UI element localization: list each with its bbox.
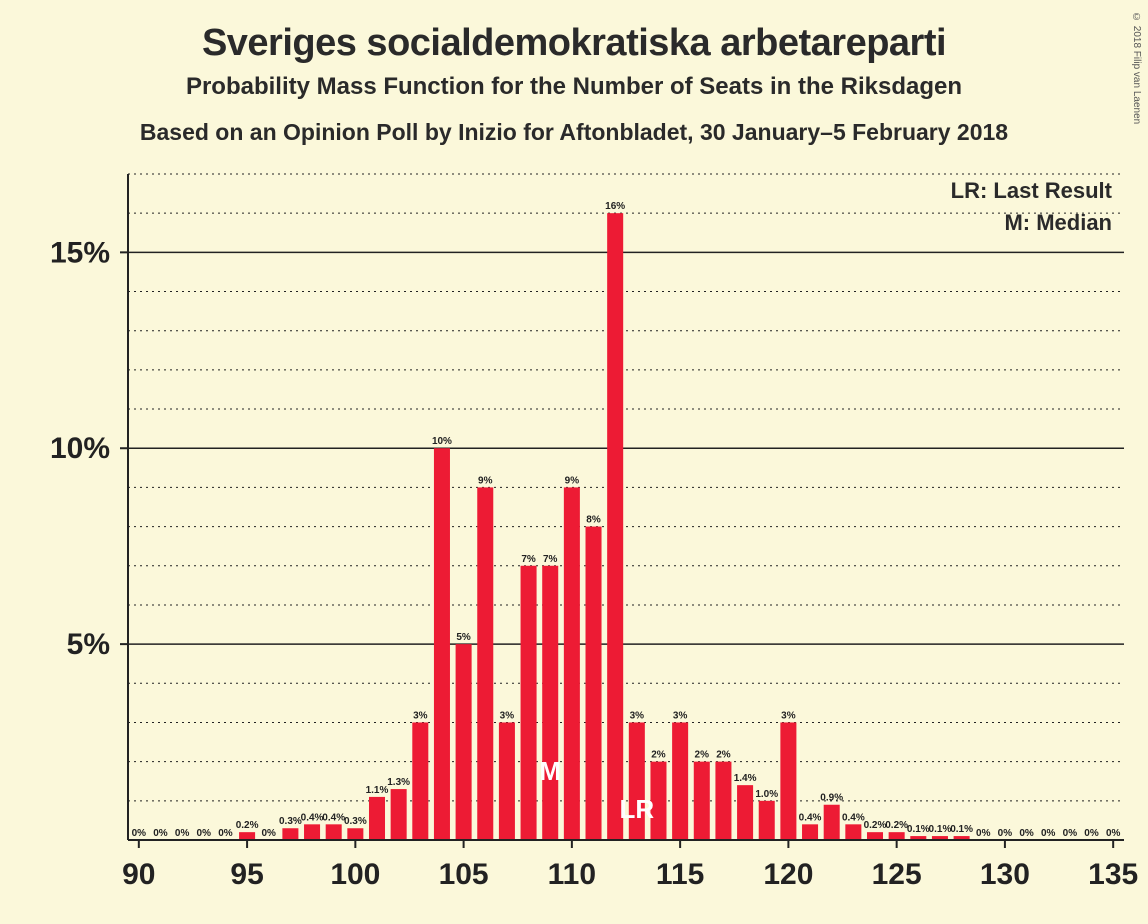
bar-label-104: 10% (432, 436, 452, 447)
bar-124 (867, 832, 883, 840)
bar-label-124: 0.2% (864, 820, 887, 831)
bar-label-113: 3% (630, 710, 645, 721)
bar-104 (434, 448, 450, 840)
bar-123 (845, 824, 861, 840)
bar-label-92: 0% (175, 828, 190, 839)
bar-label-91: 0% (153, 828, 168, 839)
bar-119 (759, 801, 775, 840)
svg-text:95: 95 (230, 858, 263, 891)
bar-label-128: 0.1% (950, 824, 973, 835)
svg-text:135: 135 (1088, 858, 1138, 891)
bar-116 (694, 762, 710, 840)
bar-label-93: 0% (197, 828, 212, 839)
bar-label-121: 0.4% (799, 812, 822, 823)
bar-label-118: 1.4% (734, 773, 757, 784)
bar-label-97: 0.3% (279, 816, 302, 827)
bar-110 (564, 487, 580, 840)
bar-label-111: 8% (586, 515, 601, 526)
bar-label-132: 0% (1041, 828, 1056, 839)
bar-label-110: 9% (565, 475, 580, 486)
svg-text:125: 125 (872, 858, 922, 891)
bar-115 (672, 722, 688, 840)
bar-label-116: 2% (695, 750, 710, 761)
bar-label-90: 0% (132, 828, 147, 839)
bar-label-94: 0% (218, 828, 233, 839)
bar-99 (326, 824, 342, 840)
annotation-m: M (539, 756, 561, 786)
bar-120 (780, 722, 796, 840)
svg-text:100: 100 (330, 858, 380, 891)
bar-103 (412, 722, 428, 840)
bar-label-95: 0.2% (236, 820, 259, 831)
bar-108 (521, 566, 537, 840)
bar-label-134: 0% (1084, 828, 1099, 839)
bar-label-103: 3% (413, 710, 428, 721)
bar-label-114: 2% (651, 750, 666, 761)
bar-95 (239, 832, 255, 840)
bar-118 (737, 785, 753, 840)
bar-label-99: 0.4% (322, 812, 345, 823)
svg-text:120: 120 (763, 858, 813, 891)
svg-text:110: 110 (548, 858, 596, 891)
bar-label-108: 7% (521, 554, 536, 565)
bar-102 (391, 789, 407, 840)
bar-label-96: 0% (262, 828, 277, 839)
svg-text:115: 115 (656, 858, 704, 891)
bar-112 (607, 213, 623, 840)
bar-label-109: 7% (543, 554, 558, 565)
pmf-bar-chart: 5%10%15%0%0%0%0%0%0.2%0%0.3%0.4%0.4%0.3%… (0, 0, 1148, 924)
bar-label-100: 0.3% (344, 816, 367, 827)
svg-text:10%: 10% (50, 432, 110, 465)
bar-label-105: 5% (456, 632, 471, 643)
bar-97 (282, 828, 298, 840)
bar-label-106: 9% (478, 475, 493, 486)
bar-109 (542, 566, 558, 840)
bar-107 (499, 722, 515, 840)
bar-117 (715, 762, 731, 840)
bar-121 (802, 824, 818, 840)
bar-98 (304, 824, 320, 840)
bar-label-122: 0.9% (820, 793, 843, 804)
bar-label-126: 0.1% (907, 824, 930, 835)
bar-111 (586, 527, 602, 840)
bar-label-129: 0% (976, 828, 991, 839)
bar-label-107: 3% (500, 710, 515, 721)
svg-text:105: 105 (439, 858, 489, 891)
annotation-lr: LR (619, 794, 654, 824)
svg-text:90: 90 (122, 858, 155, 891)
bar-label-102: 1.3% (387, 777, 410, 788)
bar-101 (369, 797, 385, 840)
bar-label-130: 0% (998, 828, 1013, 839)
bar-label-112: 16% (605, 201, 625, 212)
bar-label-127: 0.1% (929, 824, 952, 835)
svg-text:130: 130 (980, 858, 1030, 891)
bar-label-115: 3% (673, 710, 688, 721)
bar-label-123: 0.4% (842, 812, 865, 823)
bar-label-133: 0% (1063, 828, 1078, 839)
bar-125 (889, 832, 905, 840)
bar-label-135: 0% (1106, 828, 1121, 839)
bar-100 (347, 828, 363, 840)
bar-label-101: 1.1% (366, 785, 389, 796)
bar-label-117: 2% (716, 750, 731, 761)
bar-122 (824, 805, 840, 840)
svg-text:5%: 5% (67, 628, 110, 661)
bar-label-119: 1.0% (755, 789, 778, 800)
bar-105 (456, 644, 472, 840)
bar-106 (477, 487, 493, 840)
svg-text:15%: 15% (50, 236, 110, 269)
bar-label-98: 0.4% (301, 812, 324, 823)
bar-label-131: 0% (1019, 828, 1034, 839)
bar-label-125: 0.2% (885, 820, 908, 831)
bar-label-120: 3% (781, 710, 796, 721)
